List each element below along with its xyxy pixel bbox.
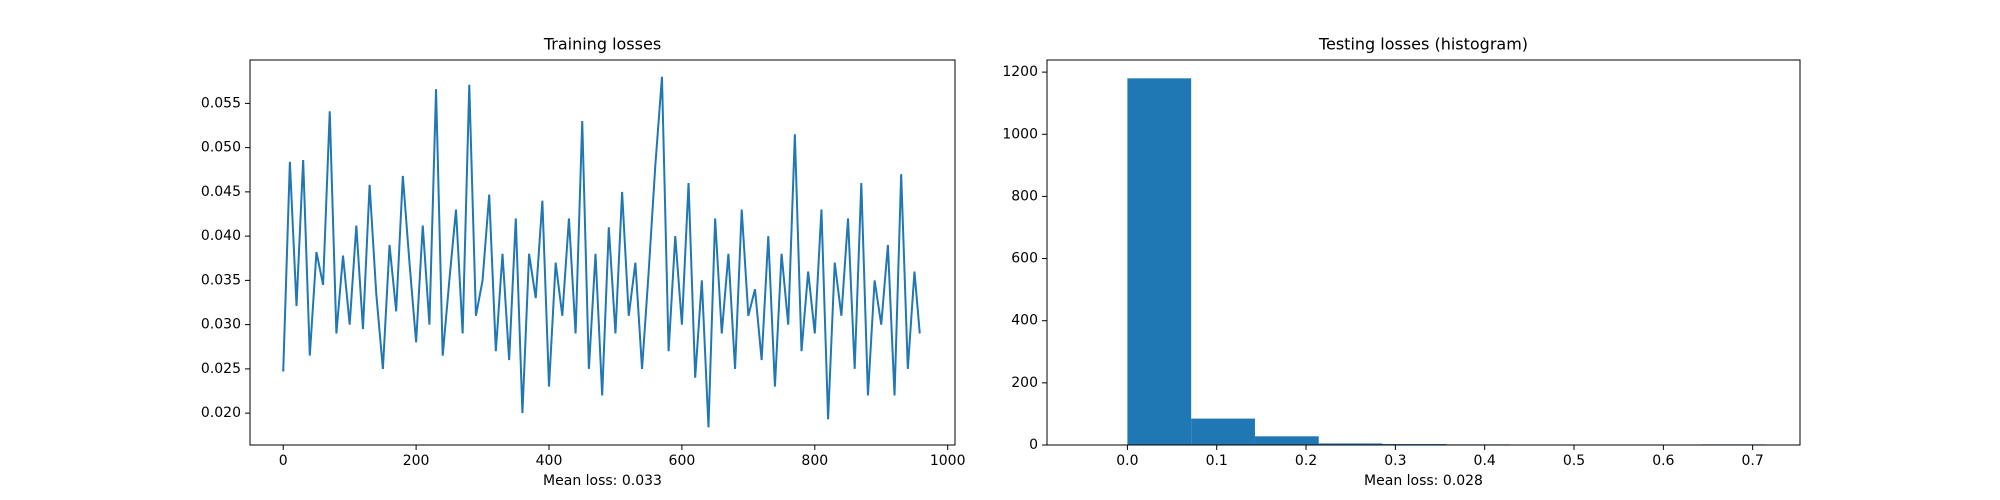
y-tick-label: 0.025 [201,361,241,377]
x-tick-label: 0.3 [1384,453,1406,469]
x-tick-label: 0.2 [1295,453,1317,469]
y-tick-label: 0.040 [201,228,241,244]
chart-title: Training losses [543,35,661,54]
histogram-bar [1191,418,1255,445]
x-tick-label: 0.1 [1206,453,1228,469]
axes-frame [1046,59,1801,446]
loss-line [282,76,921,428]
y-tick-label: 200 [1011,375,1038,391]
x-tick-label: 600 [669,453,696,469]
axes-frame [249,59,956,446]
x-axis-label: Mean loss: 0.028 [1364,473,1483,489]
x-tick-label: 800 [801,453,828,469]
x-axis-label: Mean loss: 0.033 [543,473,662,489]
y-tick-label: 0.020 [201,405,241,421]
y-tick-label: 0.050 [201,140,241,156]
y-tick-label: 800 [1011,188,1038,204]
x-tick-label: 0.4 [1474,453,1496,469]
y-tick-label: 400 [1011,313,1038,329]
y-tick-label: 0.045 [201,184,241,200]
x-tick-label: 0.5 [1563,453,1585,469]
x-tick-label: 200 [403,453,430,469]
x-tick-label: 0 [279,453,288,469]
histogram-bar [1318,443,1383,445]
y-tick-label: 1000 [1002,126,1038,142]
y-tick-label: 600 [1011,251,1038,267]
y-tick-label: 0 [1029,437,1038,453]
y-tick-label: 1200 [1002,64,1038,80]
x-tick-label: 0.7 [1742,453,1764,469]
x-tick-label: 1000 [930,453,966,469]
y-tick-label: 0.055 [201,95,241,111]
x-tick-label: 0.6 [1652,453,1674,469]
y-tick-label: 0.030 [201,317,241,333]
histogram-bar [1127,78,1192,445]
x-tick-label: 400 [536,453,563,469]
histogram-bar [1254,436,1319,445]
chart-title: Testing losses (histogram) [1318,35,1528,54]
x-tick-label: 0.0 [1116,453,1138,469]
y-tick-label: 0.035 [201,272,241,288]
